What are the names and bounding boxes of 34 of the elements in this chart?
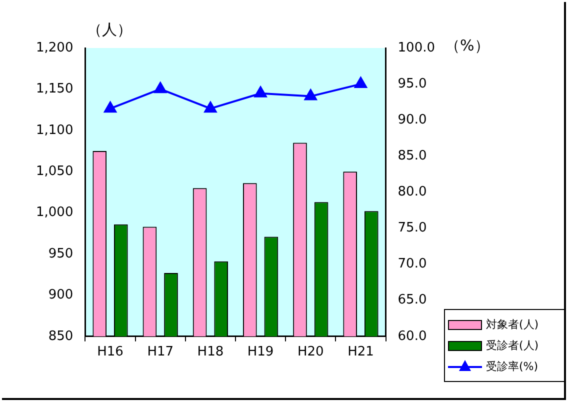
x-tick-label: H18 xyxy=(197,344,224,360)
point xyxy=(354,77,367,88)
legend-label: 受診者(人) xyxy=(486,338,539,353)
x-tick-label: H19 xyxy=(247,344,274,360)
y-tick-label: 850 xyxy=(48,328,74,344)
y-tick-label: 1,050 xyxy=(36,164,74,179)
legend-label: 対象者(人) xyxy=(486,317,539,332)
y2-tick-label: 90.0 xyxy=(398,112,427,128)
y2-tick-label: 80.0 xyxy=(398,184,427,200)
y2-tick-label: 70.0 xyxy=(398,256,427,272)
legend-label: 受診率(%) xyxy=(486,359,538,374)
y2-axis-title: （%） xyxy=(445,36,490,54)
y2-tick-label: 65.0 xyxy=(398,292,427,308)
x-tick-label: H17 xyxy=(147,344,174,360)
y-tick-label: 1,000 xyxy=(36,205,74,220)
y-tick-label: 1,200 xyxy=(36,40,74,56)
point xyxy=(154,82,167,94)
y2-tick-label: 60.0 xyxy=(398,328,427,344)
x-tick-label: H21 xyxy=(348,344,374,360)
x-tick-label: H16 xyxy=(97,344,124,360)
y-axis-title: （人） xyxy=(87,20,132,38)
y-tick-label: 900 xyxy=(48,288,74,303)
y2-tick-label: 95.0 xyxy=(398,76,427,92)
point xyxy=(204,102,217,113)
point xyxy=(304,89,317,100)
point xyxy=(104,102,116,113)
y2-tick-label: 85.0 xyxy=(398,148,427,164)
y-tick-label: 1,100 xyxy=(36,122,74,138)
y-tick-label: 1,150 xyxy=(36,82,74,97)
y-tick-label: 950 xyxy=(48,246,74,262)
x-tick-label: H20 xyxy=(297,344,324,360)
y2-tick-label: 75.0 xyxy=(398,220,427,236)
point xyxy=(254,86,267,98)
y2-tick-label: 100.0 xyxy=(398,40,435,56)
